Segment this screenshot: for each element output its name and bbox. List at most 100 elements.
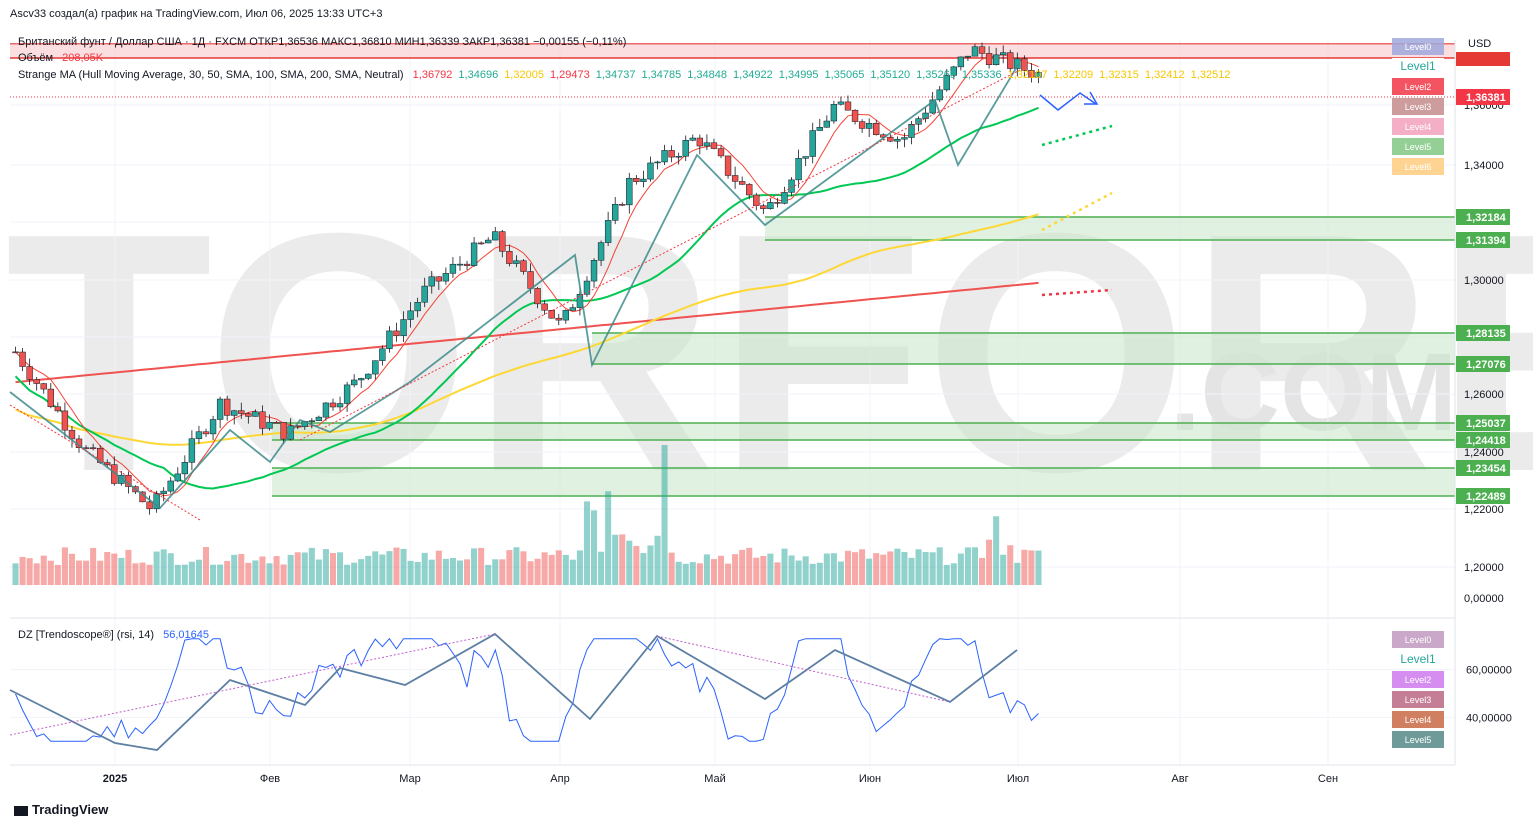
candle-body — [181, 462, 189, 475]
sma-200 — [15, 281, 1039, 384]
candle-body — [795, 158, 802, 181]
volume-bar — [1028, 550, 1035, 585]
candle-body — [463, 263, 471, 266]
volume-bar — [795, 560, 802, 585]
candle-body — [513, 260, 520, 264]
time-label: Июн — [859, 773, 881, 785]
candle-body — [823, 120, 831, 128]
candle-body — [1028, 70, 1035, 78]
volume-bar — [950, 563, 957, 585]
rsi-legend-label: Level4 — [1405, 715, 1432, 725]
candle-body — [633, 177, 640, 182]
rsi-line — [15, 637, 1039, 742]
support-zone — [272, 423, 1455, 440]
volume-bar — [901, 552, 908, 585]
candle-body — [901, 137, 908, 140]
legend-level-box — [1392, 118, 1444, 135]
candle-body — [612, 204, 619, 221]
candle-body — [259, 411, 266, 429]
rsi-trend-line — [656, 635, 951, 703]
volume-label: Объём — [18, 52, 54, 64]
ma-value: 1,32512 — [1190, 69, 1231, 81]
legend-level-box — [1392, 78, 1444, 95]
volume-bar — [993, 516, 1000, 585]
time-label: Фев — [260, 773, 280, 785]
volume-bar — [569, 559, 576, 585]
volume-bar — [717, 555, 725, 585]
candle-body — [336, 403, 344, 408]
volume-bar — [880, 554, 887, 585]
volume-bar — [908, 557, 915, 585]
volume-bar — [971, 547, 979, 585]
candle-body — [202, 431, 210, 435]
candle-body — [174, 473, 181, 482]
currency-button[interactable]: USD — [1468, 38, 1492, 50]
candle-body — [527, 271, 534, 289]
zone-label-box — [1456, 488, 1510, 504]
candle-body — [414, 301, 421, 312]
candle-body — [308, 420, 316, 423]
time-label: Авг — [1171, 773, 1188, 785]
rsi-legend-box — [1392, 631, 1444, 648]
candle-body — [477, 242, 485, 245]
rsi-legend-label: Level2 — [1405, 675, 1432, 685]
sma-50-projection — [1041, 124, 1113, 147]
candle-body — [421, 285, 428, 303]
volume-bar — [485, 564, 492, 585]
zone-label-box — [1456, 432, 1510, 448]
candle-body — [499, 231, 506, 252]
volume-bar — [626, 540, 633, 585]
volume-bar — [400, 548, 407, 585]
volume-bar — [54, 564, 61, 585]
volume-bar — [287, 554, 294, 585]
candle-body — [61, 410, 69, 431]
candle-body — [597, 242, 605, 261]
candle-body — [365, 373, 372, 379]
volume-bar — [337, 552, 344, 585]
candle-body — [703, 142, 711, 147]
candle-body — [435, 276, 442, 282]
forecast-arrowhead — [1084, 91, 1099, 105]
volume-bar — [68, 553, 75, 585]
volume-bar — [61, 547, 68, 585]
volume-bar — [654, 535, 661, 585]
volume-bar — [852, 552, 859, 585]
candle-body — [407, 310, 414, 320]
candle-body — [223, 398, 231, 416]
candle-body — [746, 184, 753, 196]
candle-body — [562, 310, 569, 321]
zone-label: 1,31394 — [1466, 235, 1507, 247]
zigzag-line — [9, 64, 1019, 510]
volume-bar — [866, 558, 873, 585]
volume-bar — [732, 554, 739, 585]
volume-bar — [111, 553, 118, 585]
volume-bar — [224, 560, 231, 585]
volume-bar — [33, 563, 40, 585]
legend-level-box — [1392, 38, 1444, 55]
time-label: Апр — [550, 773, 569, 785]
candle-body — [689, 137, 696, 141]
volume-bar — [541, 552, 548, 585]
zone-label: 1,23454 — [1466, 463, 1507, 475]
candle-body — [978, 46, 986, 54]
ma-line: Strange MA (Hull Moving Average, 30, 50,… — [18, 69, 1236, 81]
volume-bar — [873, 553, 880, 585]
candle-body — [668, 150, 675, 158]
candle-body — [851, 109, 859, 122]
volume-bar — [478, 547, 485, 585]
candle-body — [555, 317, 562, 321]
candle-body — [238, 410, 245, 414]
volume-bar — [936, 547, 943, 585]
legend-level-box — [1392, 58, 1444, 75]
candle-body — [449, 263, 457, 274]
ma-value: 1,32315 — [1099, 69, 1139, 81]
volume-bar — [428, 559, 435, 585]
candle-body — [470, 242, 478, 266]
volume-bar — [315, 559, 322, 585]
candle-body — [760, 205, 767, 209]
volume-bar — [146, 564, 153, 585]
volume-bar — [696, 563, 703, 585]
ma-value: 1,34922 — [733, 69, 773, 81]
candle-body — [266, 422, 273, 429]
candle-body — [781, 192, 788, 204]
